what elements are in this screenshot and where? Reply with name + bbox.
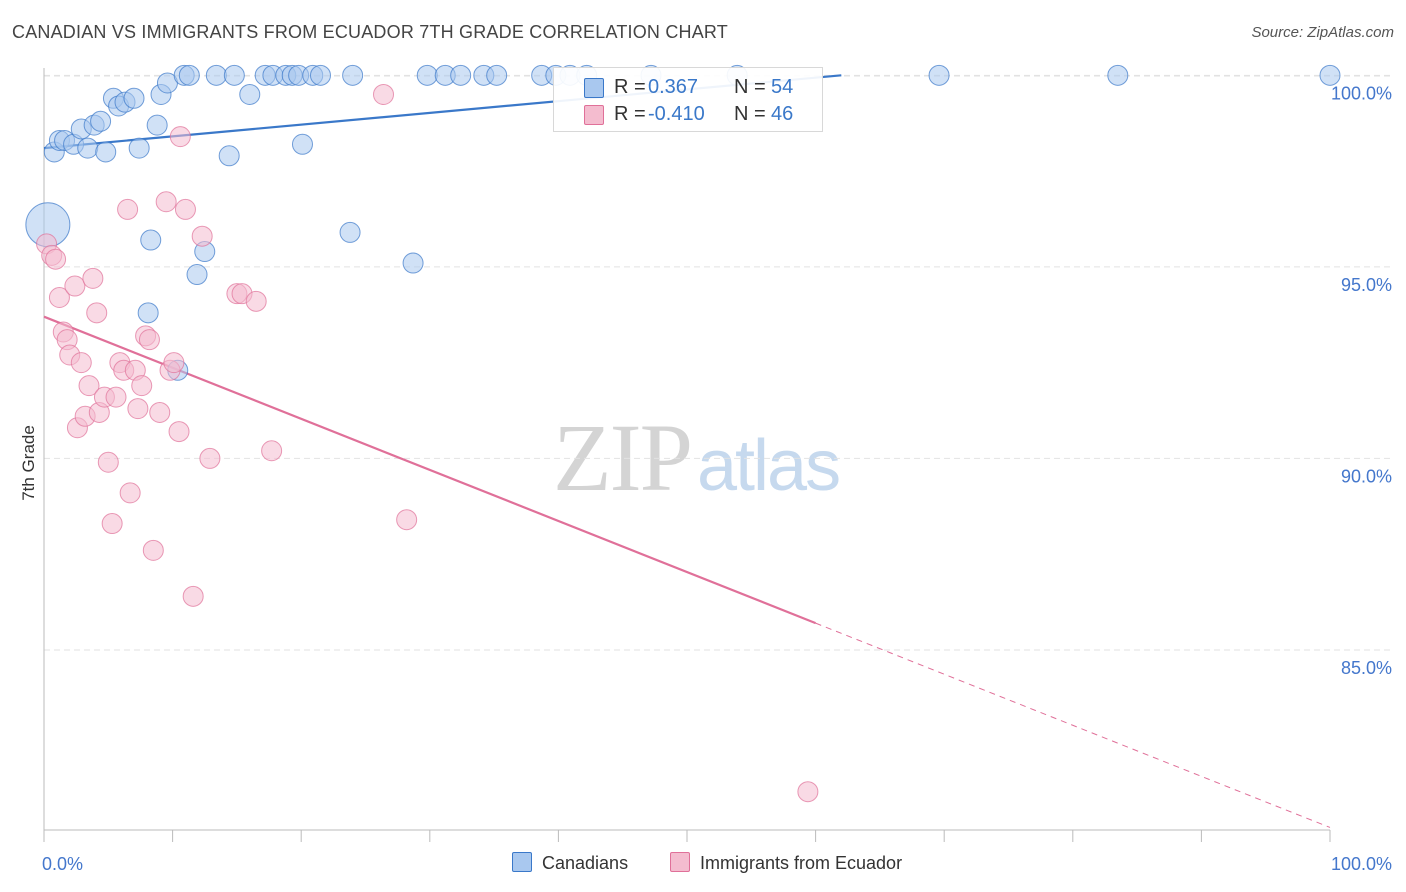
point-canadians — [309, 64, 331, 86]
point-ecuador — [70, 352, 92, 374]
point-ecuador — [138, 329, 160, 351]
point-ecuador — [82, 267, 104, 289]
point-ecuador — [48, 287, 70, 309]
point-ecuador — [101, 513, 123, 535]
point-ecuador — [117, 198, 139, 220]
legend-r-label: R = — [614, 76, 646, 98]
point-canadians — [342, 64, 364, 86]
axis-layer — [43, 68, 1331, 842]
point-ecuador — [86, 302, 108, 324]
point-ecuador — [797, 781, 819, 803]
point-ecuador — [97, 451, 119, 473]
legend-n-value: 46 — [771, 103, 794, 125]
point-ecuador — [119, 482, 141, 504]
point-canadians — [928, 64, 950, 86]
legend-r-value: 0.367 — [648, 76, 699, 98]
point-ecuador — [131, 375, 153, 397]
legend-swatch-pink — [584, 105, 604, 125]
point-canadians — [77, 137, 99, 159]
point-canadians — [178, 64, 200, 86]
bottom-legend-ecuador: Immigrants from Ecuador — [670, 852, 902, 874]
trend-line-ecuador-dashed — [815, 622, 1331, 828]
correlation-legend: R = 0.367 N = 54 R = -0.410 N = 46 — [553, 67, 823, 132]
bottom-legend-label: Canadians — [542, 853, 629, 873]
point-ecuador — [155, 191, 177, 213]
point-canadians — [218, 145, 240, 167]
bottom-legend-label: Immigrants from Ecuador — [700, 853, 903, 873]
point-ecuador — [142, 539, 164, 561]
point-canadians — [146, 114, 168, 136]
point-canadians — [95, 141, 117, 163]
trend-line-ecuador — [43, 315, 817, 625]
y-tick-label: 90.0% — [1341, 466, 1392, 486]
y-tick-label: 85.0% — [1341, 658, 1392, 678]
point-canadians — [1107, 64, 1129, 86]
point-canadians — [291, 133, 313, 155]
x-tick-label: 0.0% — [42, 854, 83, 874]
point-ecuador — [78, 375, 100, 397]
point-ecuador — [199, 447, 221, 469]
point-canadians — [137, 302, 159, 324]
point-canadians — [186, 264, 208, 286]
point-canadians — [450, 64, 472, 86]
point-canadians — [123, 87, 145, 109]
point-canadians — [1319, 64, 1341, 86]
points-layer — [25, 64, 1341, 803]
point-ecuador — [174, 198, 196, 220]
watermark: ZIPatlas — [553, 402, 841, 513]
label-layer: 100.0% 95.0% 90.0% 85.0% 0.0% 100.0% 7th Grade — [19, 83, 1392, 874]
point-canadians — [402, 252, 424, 274]
bottom-legend-canadians: Canadians — [512, 852, 628, 874]
point-ecuador — [45, 248, 67, 270]
point-canadians — [140, 229, 162, 251]
legend-n-value: 54 — [771, 76, 794, 98]
point-ecuador — [64, 275, 86, 297]
point-canadians — [205, 64, 227, 86]
watermark-atlas: atlas — [697, 426, 841, 506]
y-tick-label: 95.0% — [1341, 275, 1392, 295]
point-ecuador — [245, 290, 267, 312]
point-canadians — [223, 64, 245, 86]
legend-r-label: R = — [614, 103, 646, 125]
point-ecuador — [396, 509, 418, 531]
point-canadians — [339, 221, 361, 243]
point-ecuador — [182, 585, 204, 607]
legend-n-label: N = — [734, 103, 766, 125]
point-canadians — [128, 137, 150, 159]
point-ecuador — [168, 421, 190, 443]
point-ecuador — [169, 126, 191, 148]
point-ecuador — [149, 401, 171, 423]
point-ecuador — [191, 225, 213, 247]
grid-layer — [44, 74, 1392, 651]
point-ecuador — [163, 352, 185, 374]
legend-swatch-blue — [584, 78, 604, 98]
point-ecuador — [105, 386, 127, 408]
legend-n-label: N = — [734, 76, 766, 98]
point-ecuador — [373, 83, 395, 105]
bottom-legend-swatch-blue — [512, 852, 532, 872]
bottom-legend-swatch-pink — [670, 852, 690, 872]
point-canadians — [90, 110, 112, 132]
point-canadians — [239, 83, 261, 105]
chart-title: CANADIAN VS IMMIGRANTS FROM ECUADOR 7TH … — [12, 22, 728, 42]
x-tick-label: 100.0% — [1331, 854, 1392, 874]
point-ecuador — [261, 440, 283, 462]
point-canadians — [486, 64, 508, 86]
trend-layer — [43, 74, 1331, 828]
source-label: Source: ZipAtlas.com — [1251, 24, 1394, 41]
legend-r-value: -0.410 — [648, 103, 705, 125]
y-tick-label: 100.0% — [1331, 83, 1392, 103]
point-ecuador — [127, 398, 149, 420]
point-canadians — [416, 64, 438, 86]
watermark-zip: ZIP — [553, 404, 693, 511]
y-axis-label: 7th Grade — [19, 425, 38, 501]
